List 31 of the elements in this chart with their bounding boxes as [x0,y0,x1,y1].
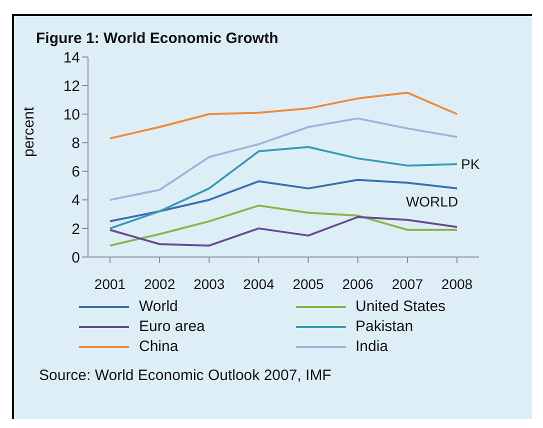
x-tick-label: 2003 [194,276,225,292]
y-tick-label: 12 [63,78,80,95]
source-note: Source: World Economic Outlook 2007, IMF [38,366,332,384]
y-tick-label: 2 [72,220,80,238]
line-series [109,146,458,230]
annotation: WORLD [406,193,458,210]
y-axis-title: percent [20,106,38,157]
x-tick-label: 2002 [144,276,176,292]
y-tick-label: 14 [63,49,80,66]
legend-label: United States [356,297,446,317]
x-tick-label: 2007 [392,276,424,292]
legend-label: Pakistan [356,317,414,337]
legend-label: Euro area [139,317,205,337]
y-tick-label: 4 [72,192,80,210]
line-series [109,178,458,222]
x-tick-label: 2001 [94,276,126,292]
y-tick-label: 8 [72,135,80,152]
line-series [109,92,458,140]
legend-label: China [139,337,178,357]
line-series [109,216,458,247]
x-tick-label: 2004 [243,276,274,292]
y-tick-label: 6 [72,164,80,181]
chart-title: Figure 1: World Economic Growth [35,29,280,47]
legend-label: World [139,297,178,317]
x-tick-label: 2006 [342,276,374,292]
y-tick-label: 10 [63,106,80,124]
x-tick-label: 2008 [441,276,473,292]
annotation: PK [461,156,480,172]
y-tick-label: 0 [72,249,80,266]
x-tick-label: 2005 [292,276,324,292]
legend-label: India [356,337,388,357]
